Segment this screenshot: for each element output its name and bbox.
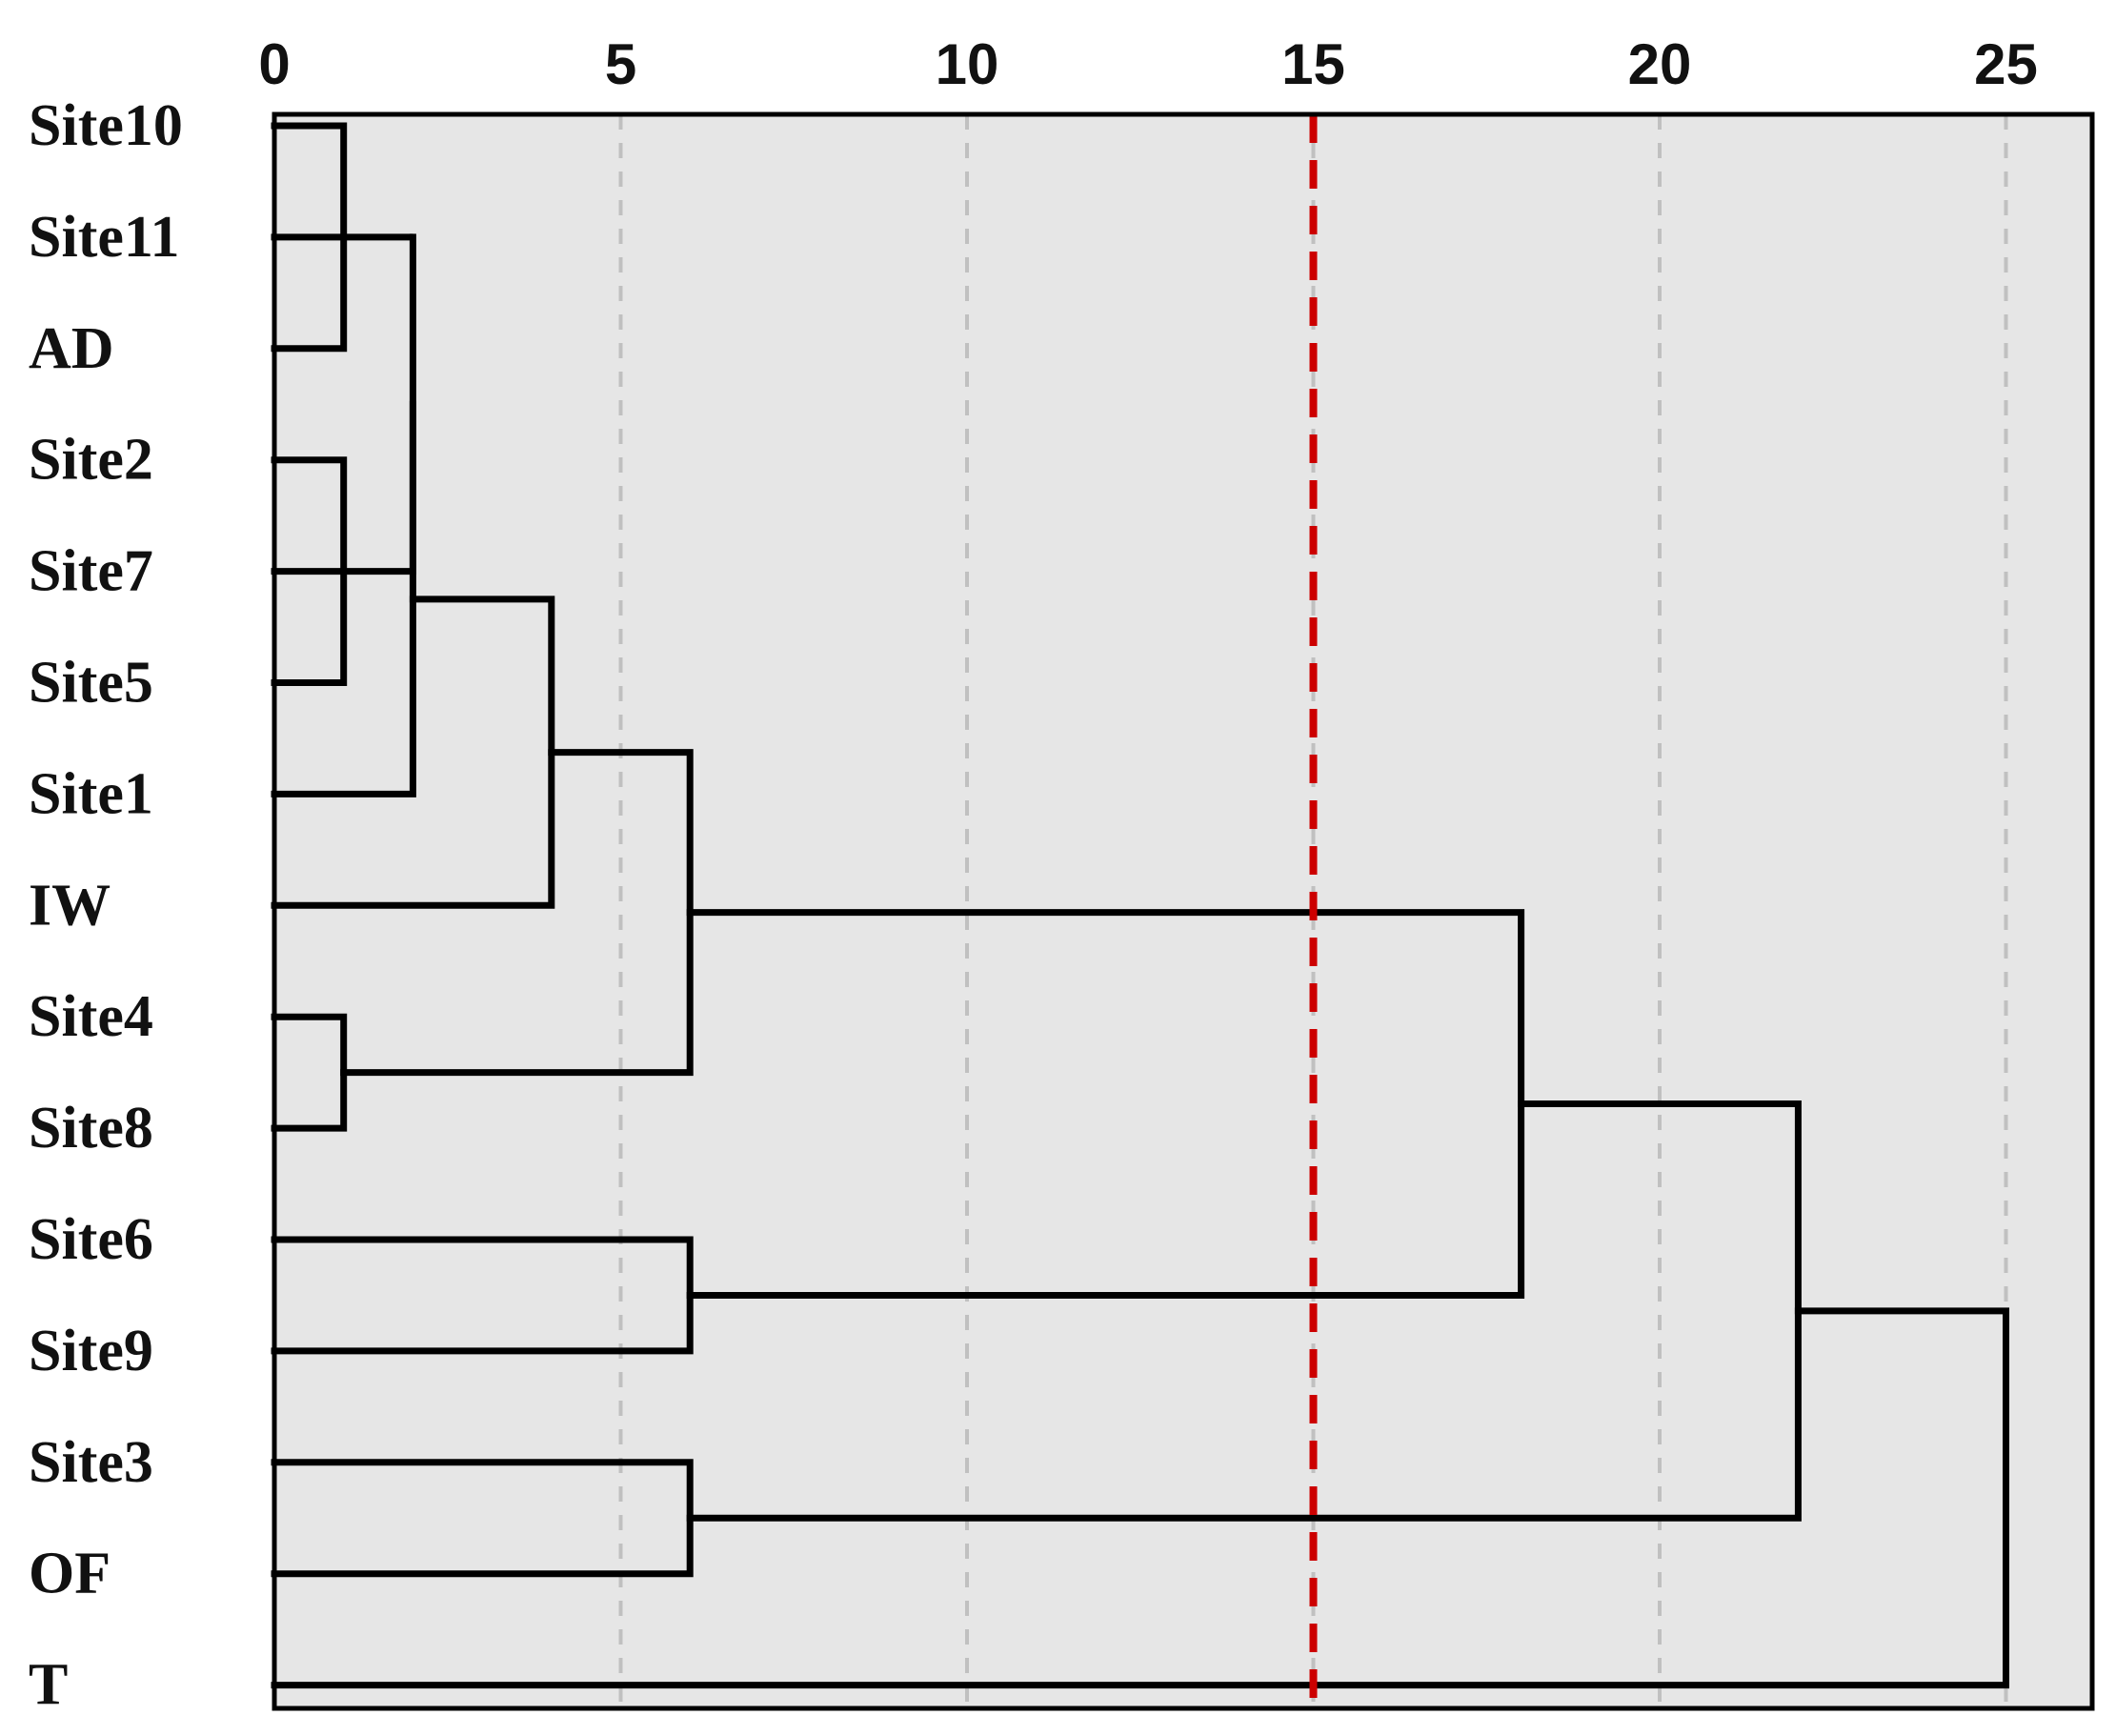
leaf-label: Site11 (29, 205, 179, 270)
x-tick-label: 0 (258, 32, 290, 96)
leaf-labels: Site10 Site11 AD Site2 Site7 Site5 Site1 IW Site… (29, 93, 183, 1718)
x-tick-label: 25 (1974, 32, 2038, 96)
branch-merge (271, 1307, 2009, 1689)
x-tick-label: 20 (1628, 32, 1692, 96)
branch-merge (271, 400, 416, 797)
leaf-label: T (29, 1653, 68, 1718)
leaf-label: Site8 (29, 1096, 153, 1161)
leaf-label: Site5 (29, 651, 153, 716)
plot-frame (272, 111, 2095, 1711)
leaf-label: Site2 (29, 428, 153, 493)
leaf-label: Site1 (29, 761, 153, 826)
leaf-label: Site4 (29, 984, 153, 1049)
x-tick-label: 15 (1281, 32, 1345, 96)
x-tick-label: 10 (936, 32, 999, 96)
leaf-label: IW (29, 873, 111, 938)
leaf-label: Site6 (29, 1207, 153, 1272)
leaf-label: Site7 (29, 539, 153, 604)
leaf-label: AD (29, 316, 114, 381)
leaf-label: Site3 (29, 1430, 153, 1495)
x-axis-ticks: 0 5 10 15 20 25 (258, 32, 2038, 96)
leaf-label: OF (29, 1542, 111, 1606)
dendrogram-branches (271, 122, 2009, 1689)
x-tick-label: 5 (605, 32, 636, 96)
leaf-label: Site10 (29, 93, 183, 158)
leaf-label: Site9 (29, 1319, 153, 1383)
